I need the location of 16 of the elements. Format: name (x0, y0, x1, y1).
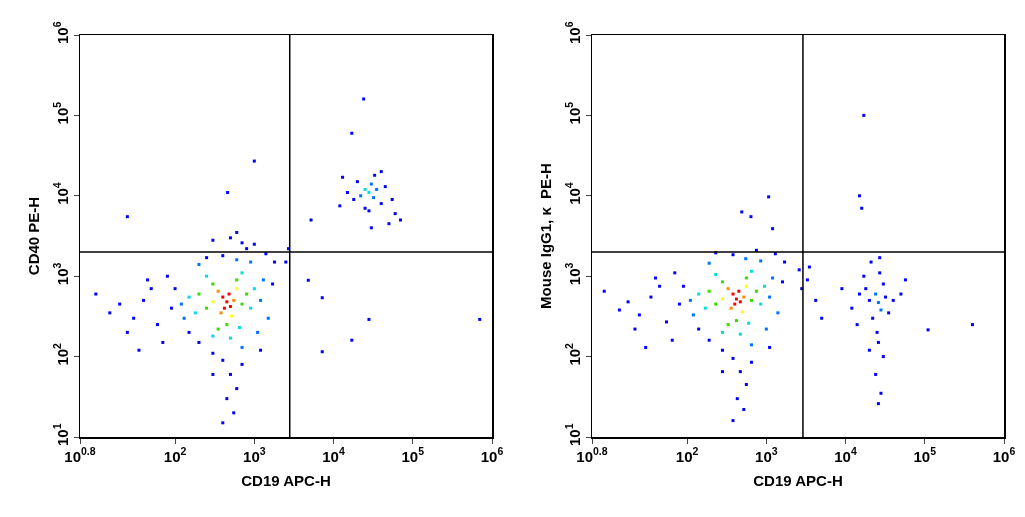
x-tick-label: 10$^{6}$ (480, 445, 504, 465)
x-tick-label: 10$^{4}$ (322, 445, 345, 465)
x-tick-label: 10$^{0.8}$ (64, 445, 96, 465)
x-axis-title: CD19 APC-H (753, 472, 843, 490)
y-axis-title: CD40 PE-H (24, 196, 42, 276)
x-tick-label: 10$^{2}$ (163, 445, 187, 465)
x-tick-label: 10$^{3}$ (755, 445, 778, 465)
x-tick-label: 10$^{5}$ (913, 445, 937, 465)
y-axis-title: Mouse IgG1, κ PE-H (536, 163, 554, 309)
x-tick-label: 10$^{4}$ (834, 445, 857, 465)
x-axis-title: CD19 APC-H (241, 472, 331, 490)
x-tick-label: 10$^{3}$ (243, 445, 266, 465)
x-tick-label: 10$^{5}$ (401, 445, 425, 465)
x-tick-label: 10$^{2}$ (675, 445, 699, 465)
x-tick-label: 10$^{6}$ (992, 445, 1016, 465)
x-tick-label: 10$^{0.8}$ (576, 445, 608, 465)
